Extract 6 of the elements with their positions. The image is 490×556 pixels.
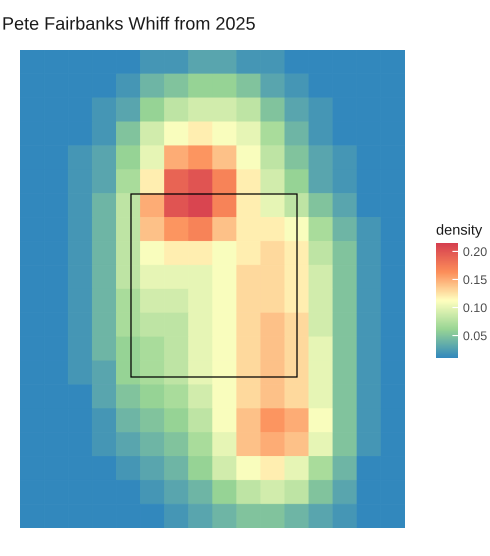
color-bar-title: density bbox=[436, 224, 482, 238]
chart-title: Pete Fairbanks Whiff from 2025 bbox=[3, 16, 255, 30]
color-bar-label: 0.15 bbox=[463, 275, 487, 284]
color-bar-label: 0.20 bbox=[463, 247, 487, 256]
color-bar-label: 0.10 bbox=[463, 303, 487, 312]
color-bar-label: 0.05 bbox=[463, 331, 487, 340]
